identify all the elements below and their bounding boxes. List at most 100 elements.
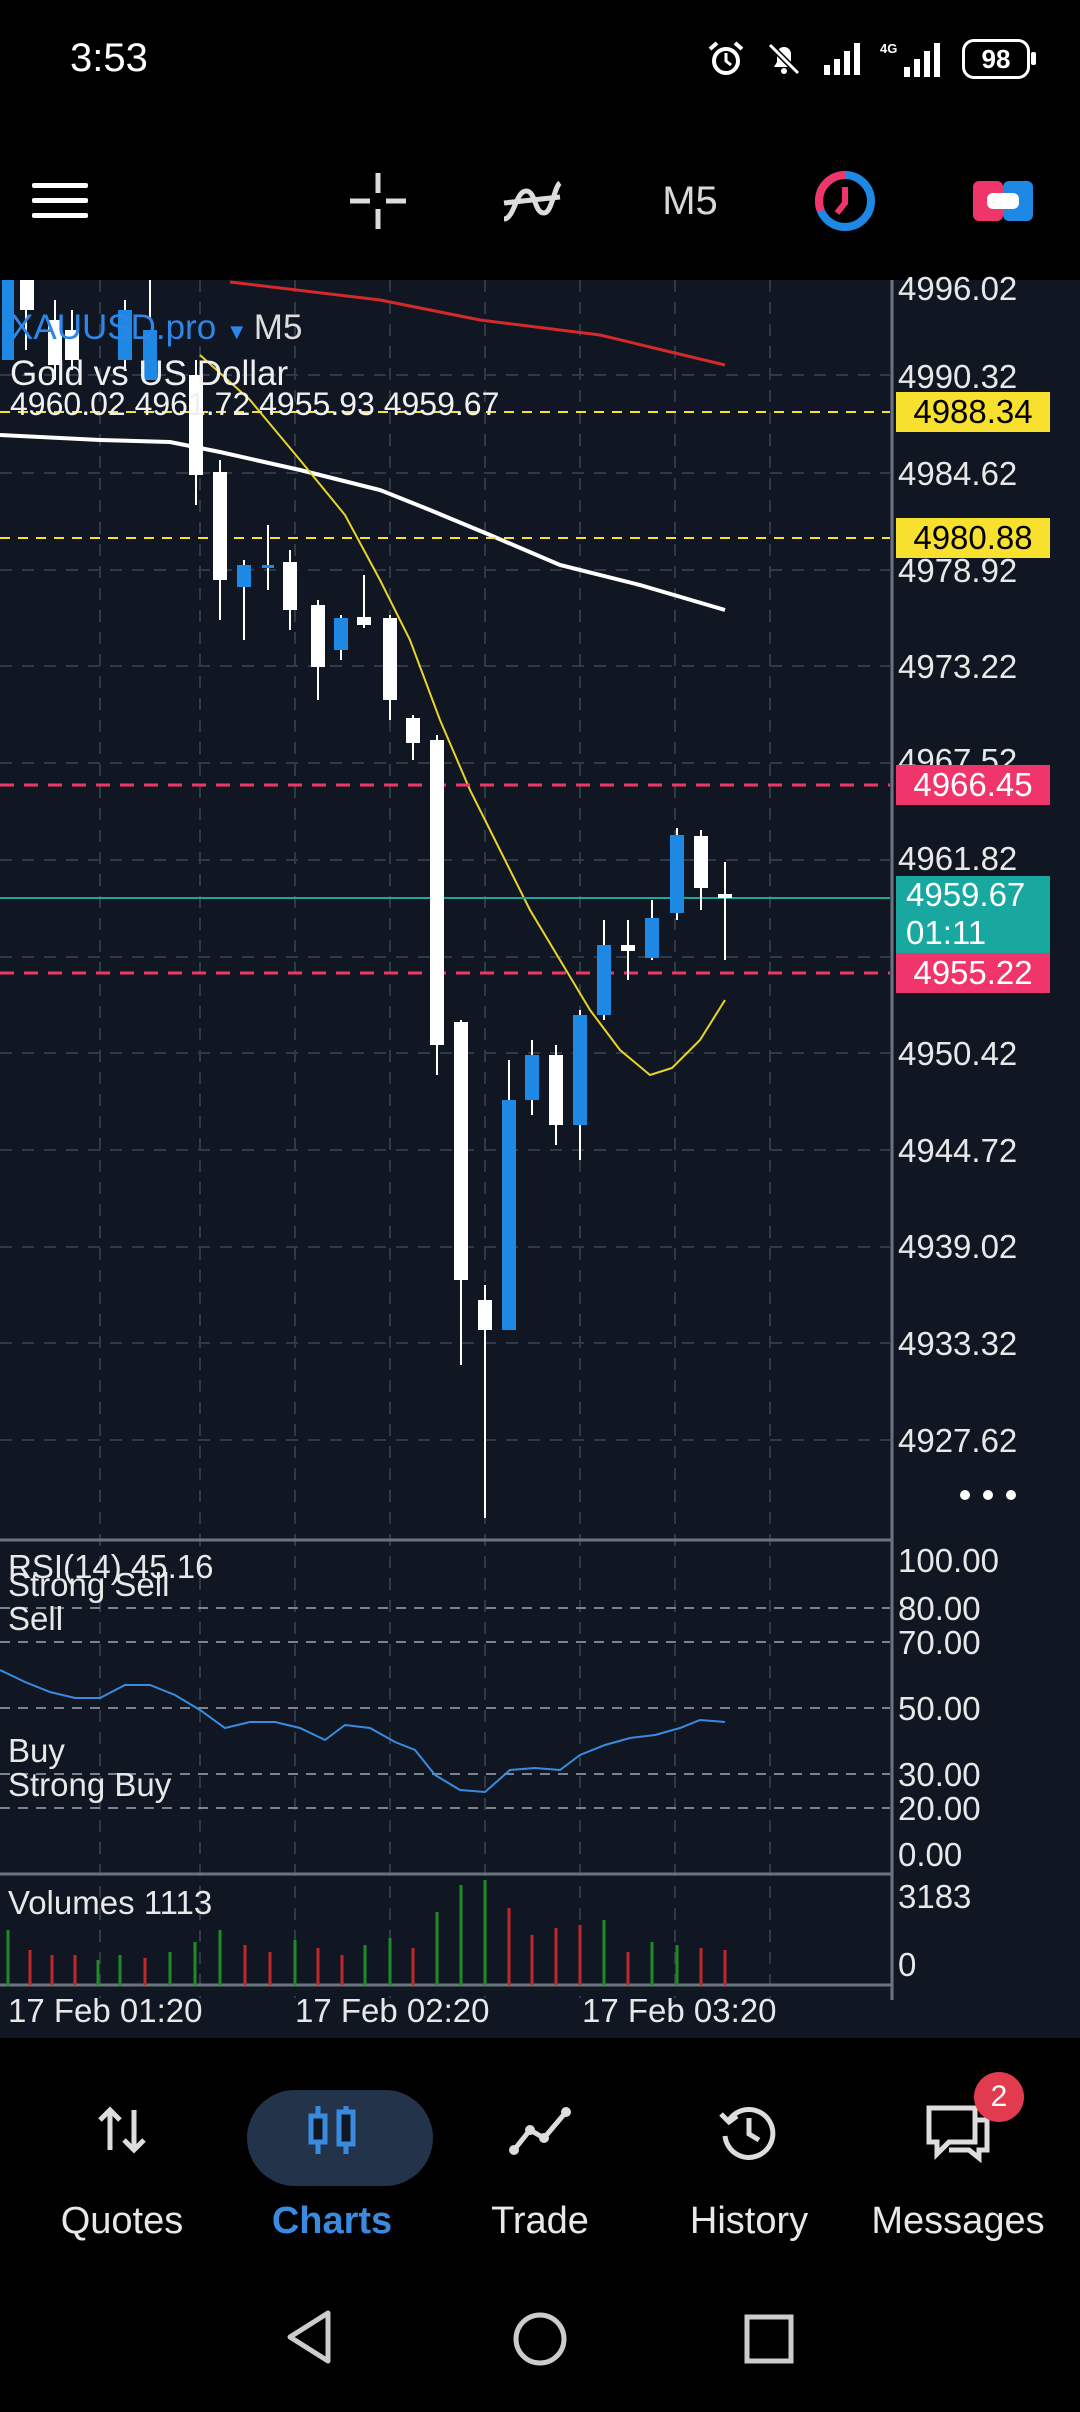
symbol-description: Gold vs US Dollar — [10, 354, 289, 393]
nav-quotes[interactable]: Quotes — [14, 2038, 230, 2262]
status-time: 3:53 — [70, 36, 148, 80]
candle — [525, 1040, 539, 1115]
chart-canvas[interactable] — [0, 280, 1080, 2038]
candle — [718, 862, 732, 960]
candle — [383, 615, 397, 720]
time-axis-label: 17 Feb 03:20 — [582, 1992, 777, 2029]
more-dots-icon[interactable] — [955, 1480, 1025, 1510]
symbol-name: XAUUSD.pro — [10, 308, 217, 347]
candle — [573, 1010, 587, 1160]
candle — [621, 920, 635, 980]
nav-messages[interactable]: 2 Messages — [850, 2038, 1066, 2262]
level-tag-red-1[interactable]: 4966.45 — [896, 765, 1050, 805]
crosshair-button[interactable] — [338, 122, 418, 280]
status-bar: 3:53 4G 98 — [0, 0, 1080, 122]
nav-charts[interactable]: Charts — [224, 2038, 440, 2262]
price-axis-label: 4939.02 — [898, 1228, 1018, 1265]
candle — [48, 300, 62, 380]
price-axis-label: 4990.32 — [898, 358, 1018, 395]
status-icons: 4G 98 — [706, 34, 1036, 84]
nav-quotes-label: Quotes — [60, 2200, 184, 2242]
timeframe-label: M5 — [662, 178, 718, 223]
candle — [143, 280, 157, 380]
price-axis-label: 4984.62 — [898, 455, 1018, 492]
chart-area[interactable]: XAUUSD.pro ▼ M5 Gold vs US Dollar 4960.0… — [0, 270, 1080, 2038]
history-icon — [719, 2106, 776, 2160]
chart-toolbar: M5 — [0, 122, 1080, 280]
candle — [406, 715, 420, 760]
current-price-tag: 4959.67 01:11 — [896, 876, 1050, 956]
time-axis-label: 17 Feb 02:20 — [295, 1992, 490, 2029]
menu-button[interactable] — [20, 122, 100, 280]
rsi-grid — [0, 1607, 890, 1809]
ma-white-line — [0, 433, 726, 612]
candle — [478, 1285, 492, 1518]
nav-charts-label: Charts — [271, 2200, 393, 2242]
candle — [454, 1020, 468, 1365]
nav-trade-label: Trade — [491, 2200, 589, 2242]
price-axis-label: 4978.92 — [898, 552, 1018, 589]
symbol-label[interactable]: XAUUSD.pro ▼ M5 — [10, 308, 302, 348]
rsi-zone-strong-sell: Strong Sell — [8, 1566, 170, 1603]
price-axis-label: 4973.22 — [898, 648, 1018, 685]
volumes-title: Volumes 1113 — [8, 1884, 213, 1921]
price-axis-label: 4950.42 — [898, 1035, 1018, 1072]
trade-toggle-button[interactable] — [963, 122, 1043, 280]
quotes-icon — [98, 2106, 146, 2154]
alarm-icon — [708, 41, 744, 75]
candle — [283, 550, 297, 630]
candle — [430, 735, 444, 1075]
rsi-axis-label: 100.00 — [898, 1542, 999, 1579]
recents-icon[interactable] — [742, 2312, 796, 2366]
signal-4g-icon: 4G — [880, 41, 940, 77]
level-tag-yellow-2[interactable]: 4980.88 — [896, 518, 1050, 558]
rsi-line — [0, 1669, 726, 1794]
messages-badge: 2 — [974, 2072, 1024, 2122]
indicators-button[interactable] — [492, 122, 572, 280]
rsi-zone-sell: Sell — [8, 1600, 64, 1637]
rsi-axis-label: 50.00 — [898, 1690, 981, 1727]
timeframe-button[interactable]: M5 — [650, 122, 730, 280]
candle — [189, 360, 203, 505]
bottom-nav: Quotes Charts Trade History 2 Messages — [0, 2038, 1080, 2262]
price-axis-label: 4944.72 — [898, 1132, 1018, 1169]
volume-axis-min: 0 — [898, 1946, 917, 1983]
volume-axis-max: 3183 — [898, 1878, 972, 1915]
price-axis-label: 4933.32 — [898, 1325, 1018, 1362]
candle — [334, 615, 348, 660]
candle — [670, 828, 684, 920]
price-axis-label: 4961.82 — [898, 840, 1018, 877]
ohlc-values: 4960.02 4961.72 4955.93 4959.67 — [10, 386, 500, 422]
time-axis-label: 17 Feb 01:20 — [8, 1992, 203, 2029]
volume-bars — [6, 1880, 727, 1985]
rsi-axis-label: 80.00 — [898, 1590, 981, 1627]
symbol-dropdown-icon: ▼ — [225, 319, 254, 344]
candle — [549, 1045, 563, 1145]
price-axis-label: 4996.02 — [898, 270, 1018, 307]
rsi-axis-label: 20.00 — [898, 1790, 981, 1827]
rsi-zone-buy: Buy — [8, 1732, 65, 1769]
messages-icon — [926, 2105, 990, 2164]
nav-history[interactable]: History — [641, 2038, 857, 2262]
rsi-zone-strong-buy: Strong Buy — [8, 1766, 172, 1803]
level-tag-red-2[interactable]: 4955.22 — [896, 953, 1050, 993]
current-price-value: 4959.67 — [906, 876, 1026, 913]
ma-yellow-line — [199, 354, 726, 1077]
nav-trade[interactable]: Trade — [432, 2038, 648, 2262]
rsi-axis-label: 70.00 — [898, 1624, 981, 1661]
ma-red-line — [229, 280, 726, 367]
candle — [65, 310, 79, 370]
rsi-title: RSI(14) 45.16 — [8, 1548, 214, 1585]
home-icon[interactable] — [510, 2309, 570, 2369]
candle — [237, 560, 251, 640]
level-tag-yellow-1[interactable]: 4988.34 — [896, 392, 1050, 432]
signal-icon — [824, 43, 860, 75]
rsi-axis-label: 0.00 — [898, 1836, 963, 1873]
mute-icon — [767, 42, 801, 76]
battery-icon: 98 — [962, 39, 1036, 79]
candle — [502, 1060, 516, 1330]
history-button[interactable] — [805, 122, 885, 280]
trade-toggle-icon — [973, 181, 1033, 221]
back-icon[interactable] — [282, 2307, 338, 2367]
crosshair-icon — [350, 173, 406, 229]
